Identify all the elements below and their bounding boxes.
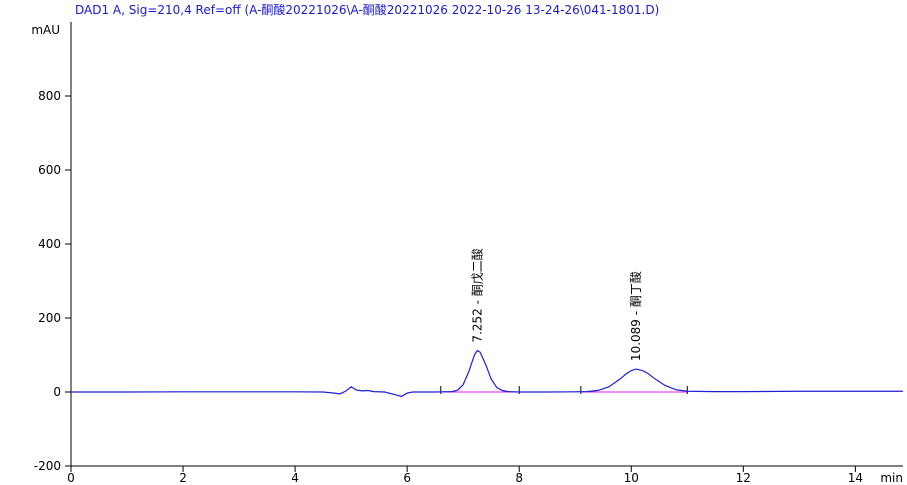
- y-tick-label: 800: [38, 89, 61, 103]
- y-axis-label: mAU: [31, 23, 60, 37]
- x-axis-label: min: [880, 471, 903, 485]
- y-tick-label: -200: [34, 459, 61, 473]
- trace: [71, 349, 903, 398]
- peak-label: 10.089 - 酮丁酸: [628, 271, 643, 361]
- y-tick-label: 400: [38, 237, 61, 251]
- x-tick-label: 2: [179, 471, 187, 485]
- x-tick-label: 14: [848, 471, 863, 485]
- x-tick-label: 10: [624, 471, 639, 485]
- x-tick-label: 0: [67, 471, 75, 485]
- y-tick-label: 0: [53, 385, 61, 399]
- chart-title: DAD1 A, Sig=210,4 Ref=off (A-酮酸20221026\…: [75, 2, 659, 17]
- x-tick-label: 6: [403, 471, 411, 485]
- peak-label: 7.252 - 酮戊二酸: [469, 248, 484, 342]
- y-tick-label: 600: [38, 163, 61, 177]
- x-tick-label: 8: [515, 471, 523, 485]
- y-tick-label: 200: [38, 311, 61, 325]
- x-tick-label: 12: [736, 471, 751, 485]
- x-tick-label: 4: [291, 471, 299, 485]
